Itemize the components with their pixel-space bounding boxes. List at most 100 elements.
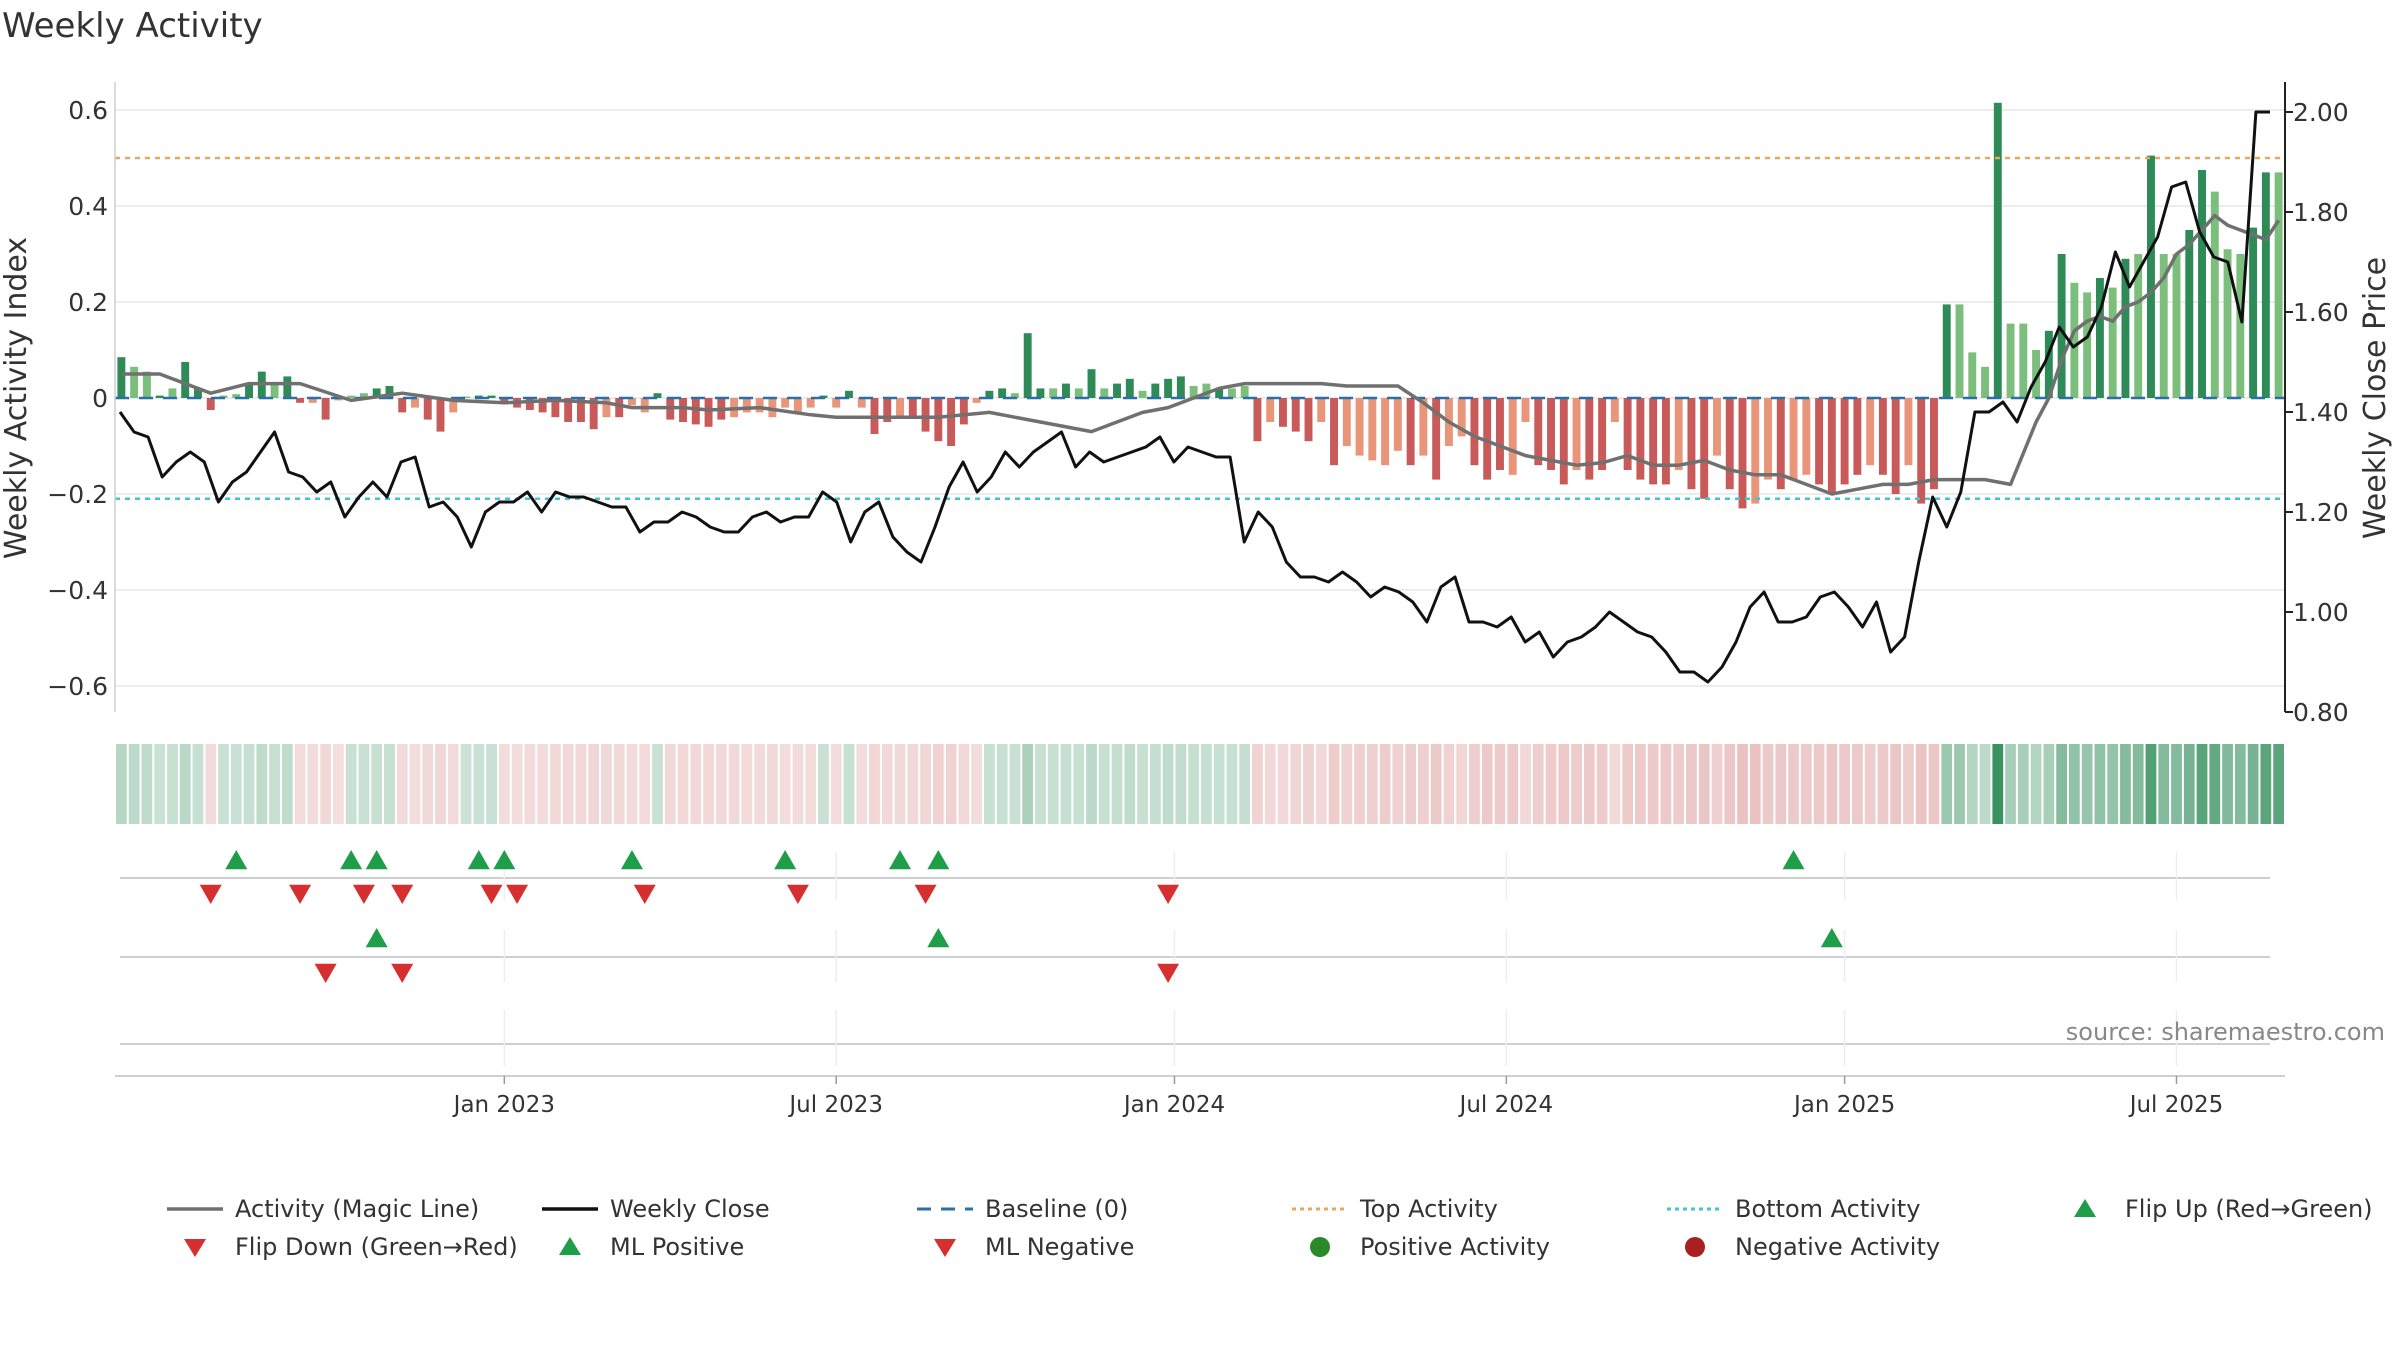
heat-cell [1379,744,1391,824]
activity-bar [1342,398,1351,446]
activity-bar [1776,398,1785,490]
heat-cell [128,744,140,824]
activity-bar [806,398,815,408]
activity-bar [398,398,407,413]
heat-cell [281,744,293,824]
y-tick-label: −0.2 [47,480,108,509]
heat-cell [230,744,242,824]
activity-bar [2083,292,2092,398]
heat-cell [333,744,344,824]
activity-bar [1815,398,1824,485]
heat-cell [1520,744,1531,824]
activity-bar [1368,398,1377,461]
heat-cell [613,744,625,824]
x-tick-label: Jan 2024 [1122,1092,1225,1118]
heat-cell [2043,744,2055,824]
legend-label: ML Positive [610,1233,745,1261]
activity-bar [1878,398,1887,475]
heat-cell [601,744,612,824]
heat-cell [294,744,306,824]
flip-down-marker [914,884,937,904]
heat-cell [422,744,434,824]
flip-down-marker [289,884,312,904]
heat-cell [2260,744,2272,824]
legend-label: Baseline (0) [985,1195,1129,1223]
heat-cell [2132,744,2144,824]
activity-bar [1840,398,1849,485]
y-tick-label: −0.6 [47,672,108,701]
activity-bar [1636,398,1645,480]
y-tick-label: −0.4 [47,576,108,605]
heat-cell [1826,744,1838,824]
heat-cell [1660,744,1672,824]
heat-cell [192,744,204,824]
heat-cell [1073,744,1085,824]
heat-cell [703,744,714,824]
heat-cell [1060,744,1072,824]
heat-cell [371,744,383,824]
heat-cell [1290,744,1302,824]
activity-bar [2236,254,2245,398]
activity-bar [1381,398,1390,466]
heat-cell [1839,744,1850,824]
activity-bar [1508,398,1517,475]
heat-cell [1149,744,1161,824]
heat-cell [1622,744,1633,824]
activity-bar [1355,398,1364,456]
heat-cell [1303,744,1314,824]
flip-down-marker [633,884,656,904]
activity-bar [1598,398,1607,470]
heat-cell [1966,744,1978,824]
heat-cell [1596,744,1608,824]
activity-bar [2172,254,2181,398]
circle-legend-icon [1685,1237,1705,1257]
activity-bar [1138,390,1147,398]
legend-item: Positive Activity [1290,1233,1550,1261]
activity-bar [1534,398,1543,466]
activity-bar [1649,398,1658,485]
activity-bar [1725,398,1734,490]
heat-cell [1903,744,1914,824]
heat-cell [1366,744,1378,824]
flip-up-marker [927,850,950,870]
activity-bar [2274,172,2283,398]
activity-bar [1291,398,1300,432]
activity-bar [1789,398,1798,480]
heat-cell [358,744,370,824]
dot-legend-icon [1667,1207,1723,1211]
flip-up-marker [620,850,643,870]
heat-cell [2171,744,2182,824]
heat-cell [881,744,893,824]
activity-bar [1330,398,1338,466]
legend-up-swatch [559,1237,581,1255]
activity-bar [1317,398,1326,422]
heat-cell [1788,744,1799,824]
activity-bar [1010,393,1019,398]
heat-cell [550,744,561,824]
heat-cell [1494,744,1506,824]
heat-cell [2081,744,2093,824]
activity-bar [2044,330,2053,398]
activity-bar [934,398,943,442]
activity-bar [1802,398,1811,475]
heat-cell [2273,744,2284,824]
flip-down-marker [352,884,375,904]
activity-bar [742,398,751,413]
heat-cell [1737,744,1748,824]
heat-cell [2209,744,2221,824]
activity-bar [500,398,509,403]
activity-bar [921,398,930,432]
heat-cell [460,744,472,824]
activity-bar [1687,398,1696,490]
heat-cell [1137,744,1148,824]
activity-bar [1891,398,1900,494]
activity-bar [1496,398,1504,470]
legend-item: Flip Up (Red→Green) [2055,1195,2373,1223]
activity-bar [628,398,636,406]
activity-bar [564,398,573,422]
activity-bar [1470,398,1479,466]
activity-bar [602,398,611,418]
activity-bar [2134,254,2143,398]
series-lines [118,110,2281,684]
